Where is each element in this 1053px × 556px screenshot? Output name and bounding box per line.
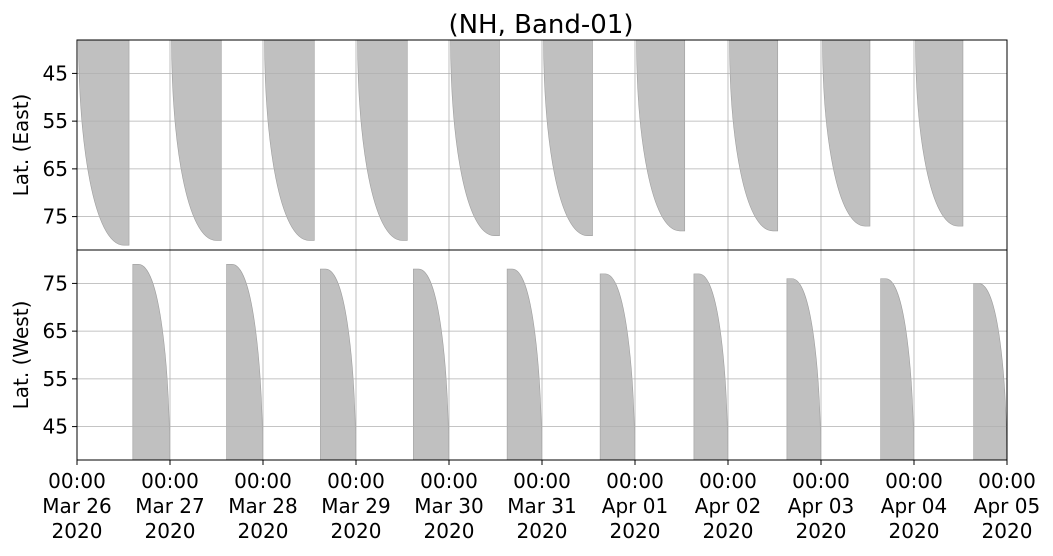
xtick-time-3: 00:00 bbox=[327, 469, 385, 493]
xtick-label-5: 00:00 Mar 31 2020 bbox=[507, 469, 577, 543]
ytick-label-east-75: 75 bbox=[43, 205, 68, 229]
xtick-year-0: 2020 bbox=[52, 519, 103, 543]
xtick-label-3: 00:00 Mar 29 2020 bbox=[321, 469, 391, 543]
xtick-date-4: Mar 30 bbox=[414, 494, 484, 518]
xtick-date-6: Apr 01 bbox=[602, 494, 668, 518]
xtick-date-2: Mar 28 bbox=[228, 494, 298, 518]
ytick-label-east-55: 55 bbox=[43, 109, 68, 133]
band-west-9 bbox=[880, 278, 914, 461]
xtick-label-10: 00:00 Apr 05 2020 bbox=[974, 469, 1040, 543]
xtick-date-3: Mar 29 bbox=[321, 494, 391, 518]
band-west-5 bbox=[506, 268, 542, 461]
xtick-year-6: 2020 bbox=[610, 519, 661, 543]
panel-west: 45 55 65 75 bbox=[43, 249, 1008, 461]
xtick-time-10: 00:00 bbox=[978, 469, 1036, 493]
xtick-date-9: Apr 04 bbox=[881, 494, 947, 518]
xtick-year-2: 2020 bbox=[238, 519, 289, 543]
xtick-label-8: 00:00 Apr 03 2020 bbox=[788, 469, 854, 543]
ylabel-east: Lat. (East) bbox=[9, 94, 33, 197]
xtick-date-0: Mar 26 bbox=[42, 494, 112, 518]
band-west-7 bbox=[693, 273, 728, 461]
xtick-year-1: 2020 bbox=[145, 519, 196, 543]
xtick-year-4: 2020 bbox=[424, 519, 475, 543]
xtick-label-4: 00:00 Mar 30 2020 bbox=[414, 469, 484, 543]
xtick-year-10: 2020 bbox=[982, 519, 1033, 543]
band-west-3 bbox=[320, 268, 356, 461]
xtick-year-5: 2020 bbox=[517, 519, 568, 543]
xtick-date-10: Apr 05 bbox=[974, 494, 1040, 518]
xtick-label-6: 00:00 Apr 01 2020 bbox=[602, 469, 668, 543]
ylabel-west: Lat. (West) bbox=[9, 301, 33, 410]
xtick-date-1: Mar 27 bbox=[135, 494, 205, 518]
band-east-10 bbox=[915, 39, 964, 227]
band-east-6 bbox=[543, 39, 593, 236]
xtick-year-3: 2020 bbox=[331, 519, 382, 543]
band-west-6 bbox=[599, 273, 635, 461]
xtick-date-5: Mar 31 bbox=[507, 494, 577, 518]
band-east-9 bbox=[822, 39, 871, 227]
xtick-time-8: 00:00 bbox=[792, 469, 850, 493]
band-west-4 bbox=[413, 268, 449, 461]
band-east-5 bbox=[450, 39, 500, 236]
xtick-label-9: 00:00 Apr 04 2020 bbox=[881, 469, 947, 543]
xtick-time-5: 00:00 bbox=[513, 469, 571, 493]
xtick-year-9: 2020 bbox=[889, 519, 940, 543]
ytick-label-east-45: 45 bbox=[43, 61, 68, 85]
xtick-label-7: 00:00 Apr 02 2020 bbox=[695, 469, 761, 543]
band-east-7 bbox=[636, 39, 686, 232]
ytick-label-west-55: 55 bbox=[43, 367, 68, 391]
xtick-time-2: 00:00 bbox=[234, 469, 292, 493]
xtick-label-1: 00:00 Mar 27 2020 bbox=[135, 469, 205, 543]
xtick-time-4: 00:00 bbox=[420, 469, 478, 493]
ytick-label-west-45: 45 bbox=[43, 415, 68, 439]
xtick-year-8: 2020 bbox=[796, 519, 847, 543]
ytick-label-west-75: 75 bbox=[43, 271, 68, 295]
xtick-date-8: Apr 03 bbox=[788, 494, 854, 518]
band-east-8 bbox=[729, 39, 779, 232]
band-west-1 bbox=[132, 264, 170, 461]
band-east-4 bbox=[357, 39, 408, 241]
xtick-time-1: 00:00 bbox=[141, 469, 199, 493]
ytick-label-west-65: 65 bbox=[43, 319, 68, 343]
xtick-label-2: 00:00 Mar 28 2020 bbox=[228, 469, 298, 543]
chart-title: (NH, Band-01) bbox=[448, 10, 633, 40]
band-east-1 bbox=[78, 39, 130, 246]
ytick-label-east-65: 65 bbox=[43, 157, 68, 181]
xtick-time-9: 00:00 bbox=[885, 469, 943, 493]
xtick-date-7: Apr 02 bbox=[695, 494, 761, 518]
xtick-time-7: 00:00 bbox=[699, 469, 757, 493]
xtick-time-6: 00:00 bbox=[606, 469, 664, 493]
band-west-2 bbox=[226, 264, 263, 461]
panel-east: 45 55 65 75 bbox=[43, 39, 1008, 251]
band-east-2 bbox=[171, 39, 222, 241]
band-east-3 bbox=[264, 39, 315, 241]
xtick-time-0: 00:00 bbox=[48, 469, 106, 493]
band-west-8 bbox=[786, 278, 821, 461]
xtick-label-0: 00:00 Mar 26 2020 bbox=[42, 469, 112, 543]
xtick-year-7: 2020 bbox=[703, 519, 754, 543]
band-west-10 bbox=[973, 283, 1007, 461]
